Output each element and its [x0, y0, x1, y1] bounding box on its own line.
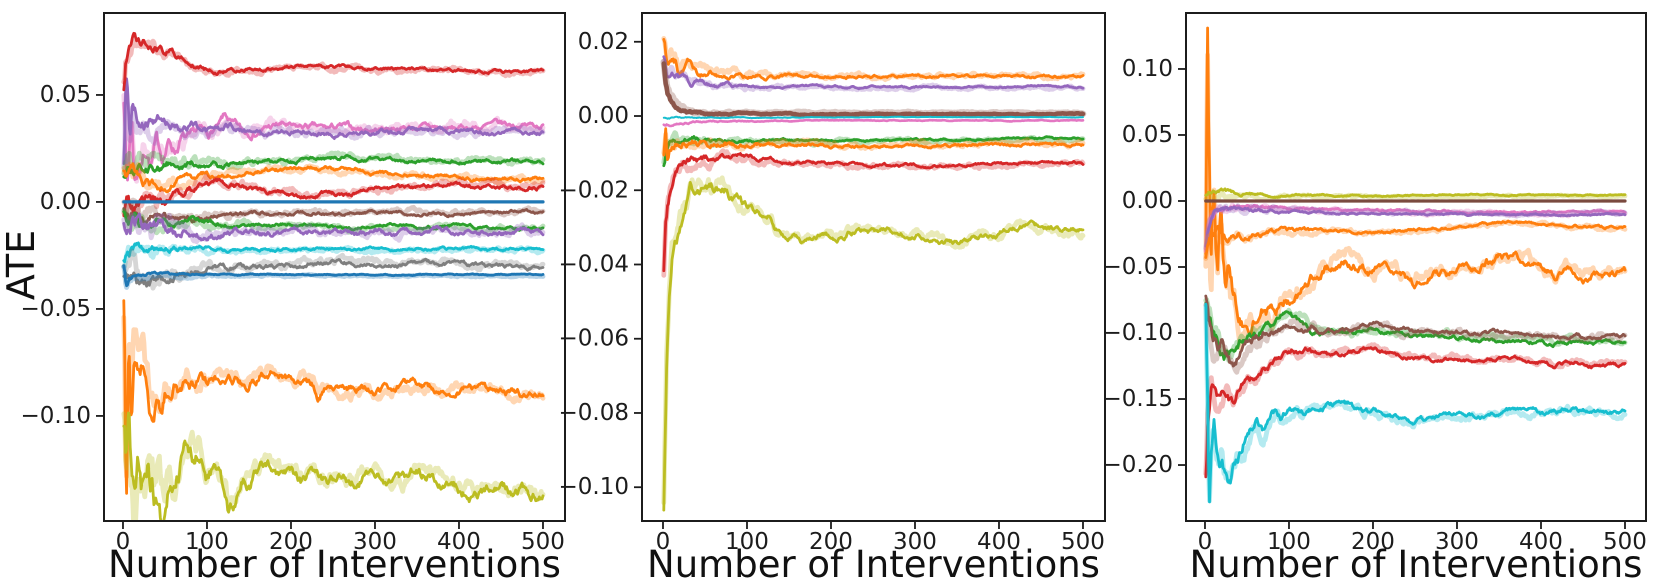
series-line-purple-upper — [122, 77, 545, 165]
y-tick-label: −0.05 — [21, 296, 91, 322]
series-line-green-lower — [122, 210, 545, 232]
x-tick-label: 500 — [1603, 529, 1647, 555]
y-tick-label: −0.10 — [1103, 320, 1173, 346]
series-line-red-top — [122, 31, 545, 92]
x-tick-label: 500 — [1061, 529, 1105, 555]
x-tick-label: 100 — [185, 529, 229, 555]
x-tick-label: 300 — [893, 529, 937, 555]
series-line-red — [1204, 346, 1627, 479]
series-line-orange-mid — [662, 127, 1085, 161]
series-line-brown-mid — [122, 207, 545, 225]
series-halo-red — [661, 148, 1086, 278]
series-line-olive — [662, 181, 1085, 512]
y-tick-label: 0.05 — [40, 82, 91, 108]
series-halo-orange-top — [661, 36, 1086, 83]
x-tick-label: 0 — [656, 529, 671, 555]
y-tick-label: 0.00 — [40, 189, 91, 215]
y-tick-label: −0.10 — [559, 474, 629, 500]
x-axis-label-middle: Number of Interventions — [647, 543, 1100, 586]
x-axis-label-right: Number of Interventions — [1189, 543, 1643, 586]
series-line-pink-upper — [122, 101, 545, 182]
x-tick-label: 300 — [1435, 529, 1479, 555]
axes-spines — [103, 12, 566, 522]
y-tick-label: 0.10 — [1122, 56, 1173, 82]
panel-1: 0 100 200 300 400 500 0.02 0.00 −0.02 −0.04 −0.06 −… — [559, 12, 1106, 555]
series-line-orange-wiggly — [1204, 26, 1627, 338]
series-line-pink — [1204, 203, 1627, 254]
y-tick-label: −0.04 — [559, 251, 629, 277]
series-line-cyan-zero — [662, 115, 1084, 120]
x-tick-label: 400 — [1519, 529, 1563, 555]
y-tick-label: −0.02 — [559, 177, 629, 203]
y-tick-label: −0.20 — [1103, 452, 1173, 478]
x-tick-label: 100 — [725, 529, 769, 555]
series-halo-orange-upper — [1203, 219, 1628, 261]
y-tick-label: 0.02 — [578, 29, 629, 55]
x-tick-label: 300 — [353, 529, 397, 555]
panel-2: 0 100 200 300 400 500 0.10 0.05 0.00 −0.05 −0.10 −0… — [1103, 12, 1647, 555]
series-line-purple-lower — [122, 212, 545, 242]
series-line-orange-upper — [122, 162, 545, 194]
series-line-red-middle — [122, 177, 545, 218]
y-tick-label: 0.00 — [1122, 188, 1173, 214]
y-tick-label: −0.05 — [1103, 254, 1173, 280]
series-line-orange-low — [122, 299, 545, 495]
series-line-brown-low — [1204, 294, 1627, 368]
series-line-green — [1204, 301, 1627, 361]
series-line-olive-low — [122, 411, 545, 521]
x-tick-label: 400 — [977, 529, 1021, 555]
series-line-green — [662, 135, 1085, 168]
y-tick-label: −0.06 — [559, 326, 629, 352]
x-tick-label: 100 — [1267, 529, 1311, 555]
series-line-purple — [662, 55, 1085, 91]
series-line-brown-zero — [661, 61, 1086, 118]
series-line-cyan — [122, 241, 545, 264]
y-tick-label: 0.00 — [578, 103, 629, 129]
x-tick-label: 200 — [269, 529, 313, 555]
x-tick-label: 200 — [809, 529, 853, 555]
series-line-pink-zero — [662, 118, 1085, 128]
series-line-red — [662, 152, 1085, 273]
y-axis-label: ATE — [0, 229, 43, 301]
x-axis-label-left: Number of Interventions — [108, 543, 561, 586]
y-tick-label: −0.08 — [559, 400, 629, 426]
series-line-olive-top — [1204, 187, 1627, 199]
x-tick-label: 0 — [116, 529, 131, 555]
series-halo-olive-low — [121, 411, 546, 521]
y-tick-label: 0.05 — [1122, 122, 1173, 148]
x-tick-label: 0 — [1198, 529, 1213, 555]
series-line-orange-top — [662, 38, 1085, 82]
series-line-orange-upper — [1204, 219, 1627, 259]
series-halo-gray — [121, 248, 546, 291]
series-halo-green-upper — [121, 150, 546, 176]
x-tick-label: 500 — [521, 529, 565, 555]
series-line-green-upper — [122, 154, 545, 179]
series-line-blue-lower — [122, 264, 545, 288]
series-line-cyan — [1204, 302, 1627, 504]
panel-0: 0 100 200 300 400 500 0.05 0.00 −0.05 −0.10 — [21, 12, 566, 555]
y-tick-label: −0.15 — [1103, 386, 1173, 412]
series-line-purple — [1204, 205, 1627, 248]
x-tick-label: 400 — [437, 529, 481, 555]
x-tick-label: 200 — [1351, 529, 1395, 555]
y-tick-label: −0.10 — [21, 403, 91, 429]
axes-spines — [641, 12, 1106, 522]
